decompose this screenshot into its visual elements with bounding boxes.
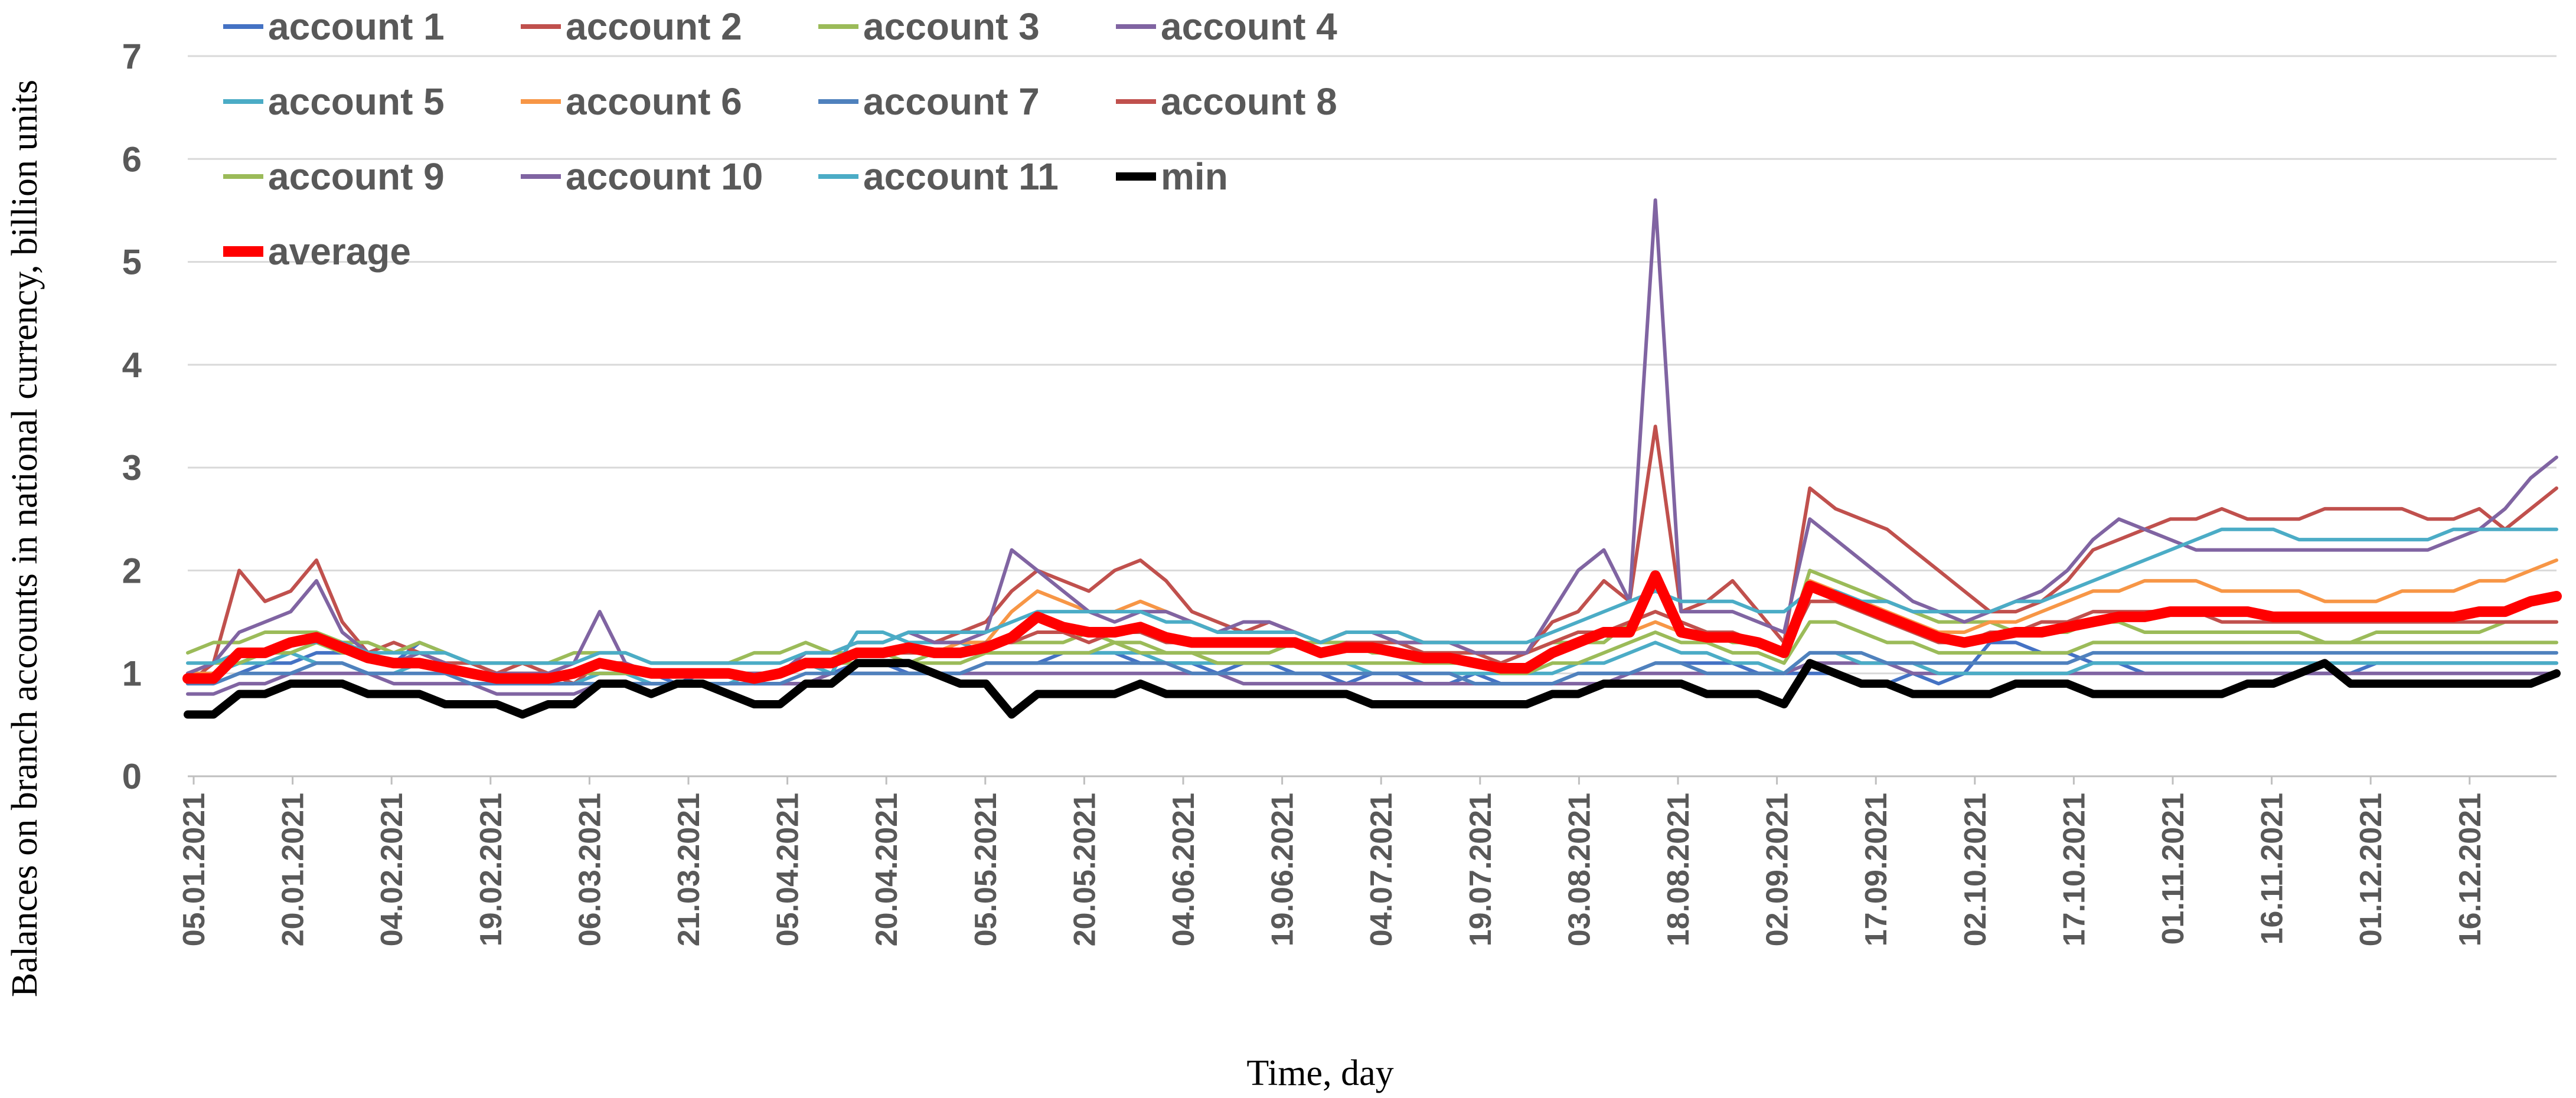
x-tick-label: 18.08.2021 xyxy=(1661,793,1696,946)
legend-label: account 1 xyxy=(268,5,445,48)
y-tick-label: 3 xyxy=(122,448,142,488)
y-tick-label: 5 xyxy=(122,243,142,282)
series-line-average xyxy=(182,570,2562,684)
x-tick-label: 04.07.2021 xyxy=(1364,793,1399,946)
legend-label: account 8 xyxy=(1161,80,1337,123)
legend-label: account 10 xyxy=(566,155,763,198)
x-tick-label: 02.09.2021 xyxy=(1761,793,1795,946)
y-tick-labels: 0 1 2 3 4 5 6 7 xyxy=(122,37,142,796)
x-tick-labels: 05.01.2021 20.01.2021 04.02.2021 19.02.2021… xyxy=(177,776,2487,946)
x-tick-label: 06.03.2021 xyxy=(573,793,607,946)
x-tick-label: 17.10.2021 xyxy=(2057,793,2091,946)
series-line-account-4 xyxy=(186,661,2558,696)
x-tick-label: 02.10.2021 xyxy=(1958,793,1993,946)
legend-label: account 9 xyxy=(268,155,445,198)
legend-label: account 5 xyxy=(268,80,445,123)
x-tick-label: 21.03.2021 xyxy=(672,793,706,946)
x-tick-label: 01.12.2021 xyxy=(2354,793,2388,946)
x-tick-label: 19.06.2021 xyxy=(1266,793,1300,946)
x-tick-label: 16.11.2021 xyxy=(2255,793,2290,945)
x-tick-label: 19.07.2021 xyxy=(1464,793,1498,946)
grid-lines xyxy=(188,55,2557,675)
x-tick-label: 03.08.2021 xyxy=(1562,793,1596,946)
x-tick-label: 20.01.2021 xyxy=(276,793,311,946)
x-tick-label: 20.05.2021 xyxy=(1067,793,1102,946)
legend-label: account 3 xyxy=(863,5,1040,48)
legend-label: min xyxy=(1161,155,1228,198)
y-tick-label: 6 xyxy=(122,139,142,179)
legend: account 1 account 2 account 3 account 4 acco… xyxy=(223,5,1337,273)
x-tick-label: 05.04.2021 xyxy=(771,793,805,946)
y-tick-label: 2 xyxy=(122,551,142,590)
x-axis-title: Time, day xyxy=(1246,1053,1393,1093)
y-tick-label: 4 xyxy=(122,345,142,385)
y-tick-label: 1 xyxy=(122,654,142,694)
series-line-account-10 xyxy=(186,198,2558,675)
legend-label: account 6 xyxy=(566,80,742,123)
series-line-account-7 xyxy=(186,651,2558,686)
x-tick-label: 01.11.2021 xyxy=(2156,793,2190,945)
y-axis-title: Balances on branch accounts in national … xyxy=(5,80,45,997)
legend-label: account 7 xyxy=(863,80,1040,123)
x-tick-label: 05.01.2021 xyxy=(177,793,211,946)
x-tick-label: 05.05.2021 xyxy=(969,793,1003,946)
legend-label: account 11 xyxy=(863,155,1059,198)
legend-label: account 4 xyxy=(1161,5,1337,48)
x-tick-label: 20.04.2021 xyxy=(870,793,904,946)
legend-label: average xyxy=(268,230,411,273)
series-lines xyxy=(182,198,2562,719)
legend-label: account 2 xyxy=(566,5,742,48)
x-tick-label: 04.06.2021 xyxy=(1167,793,1201,946)
y-tick-label: 7 xyxy=(122,37,142,76)
y-tick-label: 0 xyxy=(122,757,142,796)
x-tick-label: 17.09.2021 xyxy=(1859,793,1893,946)
series-line-account-11 xyxy=(186,527,2558,665)
series-line-min xyxy=(184,659,2561,719)
x-tick-label: 16.12.2021 xyxy=(2453,793,2487,946)
x-tick-label: 19.02.2021 xyxy=(474,793,508,946)
x-tick-label: 04.02.2021 xyxy=(375,793,409,946)
